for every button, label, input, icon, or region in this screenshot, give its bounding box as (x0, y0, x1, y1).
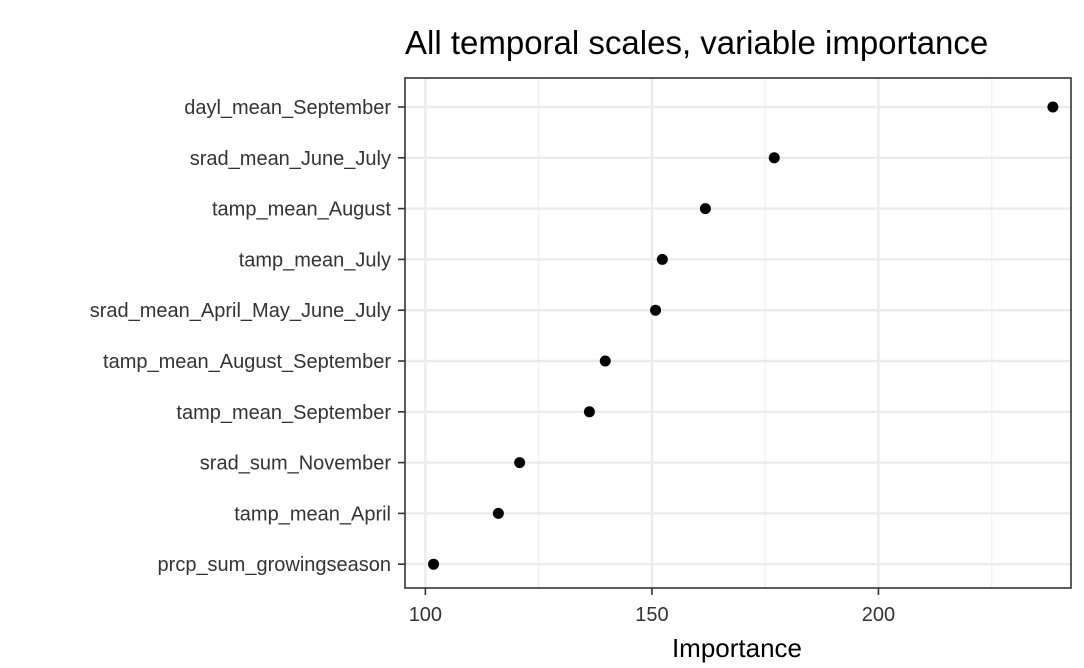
y-axis: dayl_mean_September srad_mean_June_Julyta… (90, 97, 405, 576)
y-tick-label: dayl_mean_September (184, 97, 391, 119)
y-tick-label: prcp_sum_growingseason (158, 554, 391, 576)
data-point-tamp-mean-april (492, 507, 504, 519)
y-tick-label: srad_sum_November (200, 453, 392, 475)
data-point-srad-sum-november (514, 457, 526, 469)
x-tick-label: 150 (635, 604, 668, 626)
grid-layer (405, 78, 1071, 588)
x-tick-label: 100 (409, 604, 442, 626)
data-point-tamp-mean-september (583, 406, 595, 418)
data-point-tamp-mean-august (699, 203, 711, 215)
y-tick-label: tamp_mean_August_September (103, 351, 391, 373)
panel-layer (404, 77, 1072, 589)
data-points (428, 101, 1059, 570)
y-tick-label: tamp_mean_September (176, 402, 391, 424)
y-tick-label: tamp_mean_April (234, 503, 391, 525)
data-point-prcp-sum-growingseason (428, 558, 440, 570)
data-point-srad-mean-april-may-june-july (650, 304, 662, 316)
y-tick-label: srad_mean_April_May_June_July (90, 300, 391, 322)
data-point-dayl-mean-september (1047, 101, 1059, 113)
x-axis-title: Importance (672, 633, 802, 663)
y-tick-label: tamp_mean_July (239, 249, 391, 271)
data-point-tamp-mean-july (656, 253, 668, 265)
x-axis: 100 150 200 (409, 588, 895, 626)
x-tick-label: 200 (862, 604, 895, 626)
chart-title: All temporal scales, variable importance (405, 24, 988, 61)
data-point-srad-mean-june-july (768, 152, 780, 164)
panel-border (404, 77, 1072, 589)
data-point-tamp-mean-august-september (599, 355, 611, 367)
y-tick-label: srad_mean_June_July (190, 148, 391, 170)
y-tick-label: tamp_mean_August (212, 199, 391, 221)
